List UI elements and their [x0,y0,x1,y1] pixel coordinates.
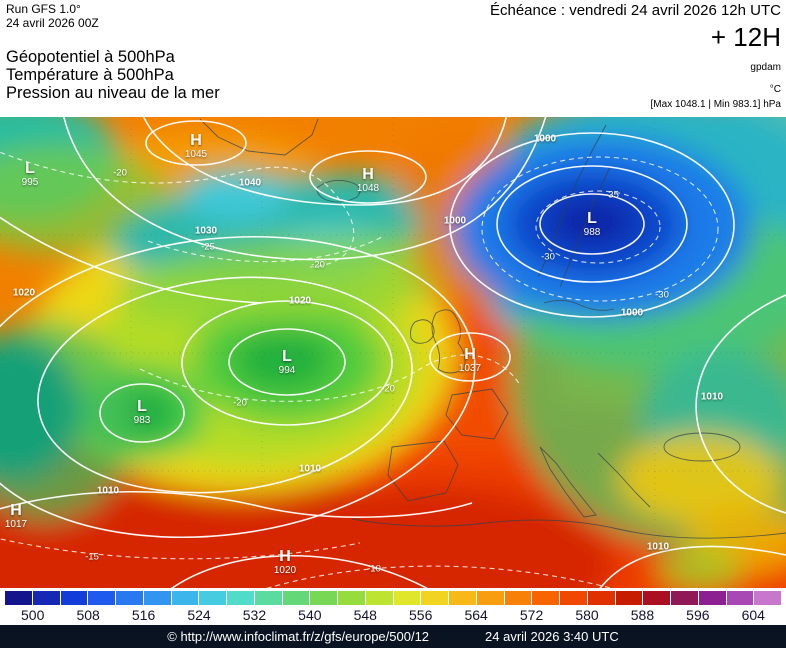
colorbar-cell [615,591,643,605]
colorbar-tick-label: 500 [21,607,45,623]
colorbar-tick-label: 580 [575,607,599,623]
colorbar-cell [254,591,282,605]
coastlines [199,118,786,539]
colorbar-cell [587,591,615,605]
colorbar-cell [171,591,199,605]
temperature-contours [0,151,719,588]
run-model: Run GFS 1.0° [6,2,81,16]
colorbar-tick-label: 540 [298,607,322,623]
colorbar-cell [671,591,698,605]
colorbar-tick-label: 572 [519,607,544,623]
colorbar-tick-label: 556 [409,607,433,623]
copyright-url[interactable]: © http://www.infoclimat.fr/z/gfs/europe/… [167,629,430,644]
colorbar-tick-label: 548 [353,607,377,623]
colorbar-cell [116,591,143,605]
colorbar-cell [698,591,726,605]
colorbar-cell [227,591,254,605]
colorbar-tick-label: 532 [242,607,267,623]
geopotential-field [0,117,786,588]
colorbar-cell [365,591,393,605]
forecast-valid-time: Échéance : vendredi 24 avril 2026 12h UT… [489,2,781,19]
field-pressure: Pression au niveau de la mer [6,84,220,102]
colorbar-cell [560,591,587,605]
forecast-step: + 12H [710,22,781,52]
colorbar-cell [88,591,115,605]
generation-timestamp: 24 avril 2026 3:40 UTC [485,629,619,644]
colorbar-cell [421,591,448,605]
colorbar-cell [282,591,310,605]
unit-celsius: °C [769,84,781,95]
field-titles: Géopotentiel à 500hPa Température à 500h… [6,48,220,102]
colorbar-tick-label: 524 [187,607,211,623]
colorbar-cell [199,591,226,605]
colorbar-cell [532,591,559,605]
unit-gpdam: gpdam [750,62,781,73]
footer: © http://www.infoclimat.fr/z/gfs/europe/… [0,625,786,648]
isobar-contours [0,117,786,588]
colorbar-tick-label: 516 [131,607,156,623]
colorbar-ticks: 500 508 516 524 532 540 548 556 564 572 580 588 596 6… [5,605,781,625]
colorbar-cell [476,591,504,605]
colorbar-cell [5,591,32,605]
map-area: L 995 H 1045 H 1048 L 988 L 994 H 1037 L 983 H 1017 H 102… [0,117,786,588]
colorbar-cell [393,591,421,605]
colorbar [5,591,781,605]
field-geopotential: Géopotentiel à 500hPa [6,48,175,66]
header-right: Échéance : vendredi 24 avril 2026 12h UT… [490,2,781,111]
run-date: 24 avril 2026 00Z [6,16,99,30]
colorbar-cell [643,591,670,605]
colorbar-cell [754,591,781,605]
colorbar-cell [504,591,532,605]
colorbar-tick-label: 596 [686,607,710,623]
colorbar-cell [143,591,171,605]
field-temperature: Température à 500hPa [6,66,174,84]
colorbar-tick-label: 604 [741,607,765,623]
colorbar-cell [726,591,754,605]
header: Run GFS 1.0° 24 avril 2026 00Z Géopotent… [0,0,786,117]
header-left: Run GFS 1.0° 24 avril 2026 00Z Géopotent… [6,2,220,102]
pressure-minmax: [Max 1048.1 | Min 983.1] hPa [650,99,781,110]
colorbar-tick-label: 588 [630,607,655,623]
colorbar-cell [449,591,476,605]
colorbar-cell [32,591,60,605]
colorbar-tick-label: 508 [76,607,100,623]
colorbar-cell [60,591,88,605]
graticule [0,117,786,588]
colorbar-cell [338,591,365,605]
colorbar-tick-label: 564 [464,607,488,623]
weather-map-svg [0,117,786,588]
colorbar-cell [310,591,337,605]
